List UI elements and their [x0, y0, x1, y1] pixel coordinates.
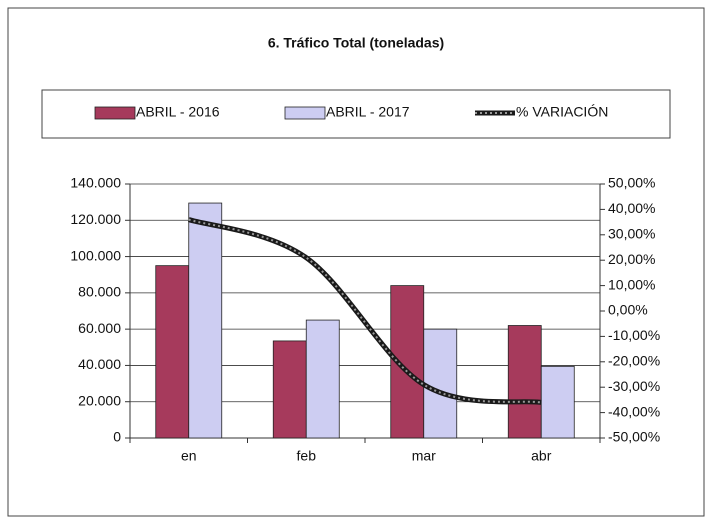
bar — [188, 202, 223, 439]
y-tick-label: 0 — [113, 429, 121, 445]
x-tick-label: mar — [412, 448, 436, 464]
y2-tick-label: -40,00% — [608, 403, 660, 419]
y2-tick-label: 40,00% — [608, 200, 655, 216]
y-tick-label: 140.000 — [70, 175, 121, 191]
bar — [507, 325, 542, 439]
legend-box — [41, 89, 671, 139]
y-tick-label: 120.000 — [70, 211, 121, 227]
chart-title: 6. Tráfico Total (toneladas) — [268, 35, 444, 51]
y-tick-label: 100.000 — [70, 247, 121, 263]
x-tick-label: feb — [297, 448, 317, 464]
legend-swatch — [284, 106, 326, 120]
bar — [155, 265, 190, 439]
legend-label: ABRIL - 2016 — [136, 104, 220, 120]
y2-tick-label: -50,00% — [608, 429, 660, 445]
legend-label: % VARIACIÓN — [516, 104, 608, 120]
bar — [272, 340, 307, 439]
y2-tick-label: -30,00% — [608, 378, 660, 394]
y2-tick-label: 50,00% — [608, 175, 655, 191]
bar — [305, 319, 340, 439]
bar — [423, 328, 458, 439]
y2-tick-label: 0,00% — [608, 302, 648, 318]
y-tick-label: 80.000 — [78, 284, 121, 300]
bar — [540, 365, 575, 439]
y-tick-label: 40.000 — [78, 356, 121, 372]
line-pattern — [188, 218, 542, 404]
y2-tick-label: -20,00% — [608, 353, 660, 369]
y-tick-label: 20.000 — [78, 392, 121, 408]
y-tick-label: 60.000 — [78, 320, 121, 336]
y2-tick-label: -10,00% — [608, 327, 660, 343]
x-tick-label: en — [181, 448, 197, 464]
y2-tick-label: 20,00% — [608, 251, 655, 267]
x-tick-label: abr — [531, 448, 552, 464]
legend-label: ABRIL - 2017 — [326, 104, 410, 120]
y2-tick-label: 10,00% — [608, 276, 655, 292]
legend-swatch — [94, 106, 136, 120]
bar — [390, 285, 425, 439]
y2-tick-label: 30,00% — [608, 226, 655, 242]
